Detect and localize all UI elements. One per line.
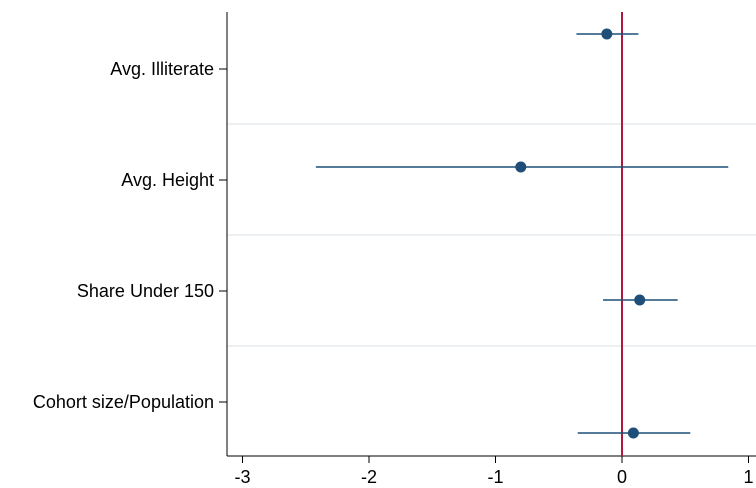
y-tick-label: Avg. Illiterate bbox=[110, 59, 214, 79]
estimate-point bbox=[601, 28, 613, 40]
x-tick-label: 1 bbox=[743, 467, 753, 487]
estimate-point bbox=[634, 294, 646, 306]
estimate-point bbox=[627, 427, 639, 439]
y-tick-label: Share Under 150 bbox=[77, 281, 214, 301]
y-tick-label: Cohort size/Population bbox=[33, 392, 214, 412]
x-tick-label: -1 bbox=[487, 467, 503, 487]
y-axis-labels: Avg. Illiterate Avg. Height Share Under 15… bbox=[33, 59, 227, 412]
x-axis-ticks: -3 -2 -1 0 1 bbox=[234, 456, 754, 487]
estimates bbox=[315, 28, 729, 439]
estimate-point bbox=[515, 161, 527, 173]
x-tick-label: 0 bbox=[617, 467, 627, 487]
x-tick-label: -2 bbox=[361, 467, 377, 487]
x-tick-label: -3 bbox=[234, 467, 250, 487]
y-tick-label: Avg. Height bbox=[121, 170, 214, 190]
grid-lines bbox=[227, 123, 756, 347]
